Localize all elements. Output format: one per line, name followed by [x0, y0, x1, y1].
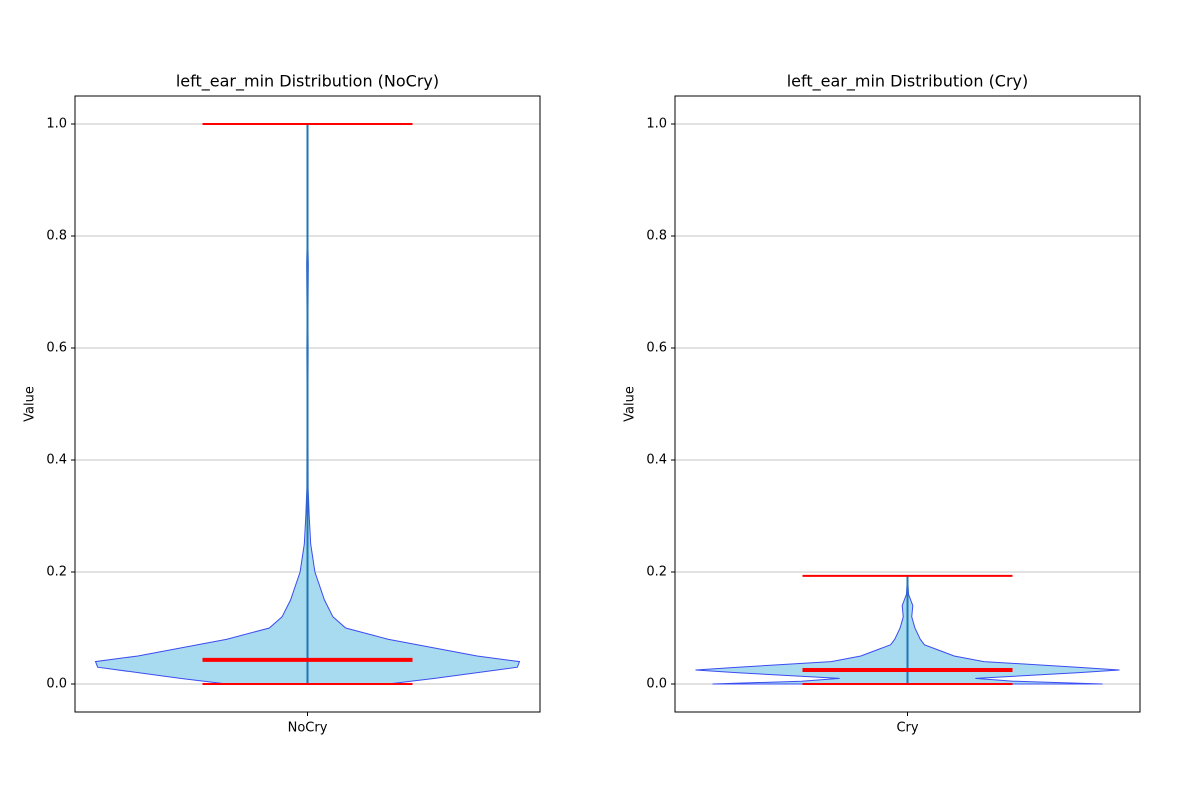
violin-body [94, 123, 308, 685]
x-tick-label: NoCry [288, 721, 328, 736]
y-tick-label: 0.0 [646, 677, 667, 692]
y-tick-label: 0.2 [46, 565, 67, 580]
y-axis-label: Value [623, 386, 638, 422]
y-tick-label: 0.4 [646, 453, 667, 468]
y-tick-label: 0.6 [46, 341, 67, 356]
y-tick-label: 1.0 [646, 117, 667, 132]
chart-title: left_ear_min Distribution (NoCry) [176, 72, 439, 92]
violin-body [907, 575, 1120, 685]
y-tick-label: 0.0 [46, 677, 67, 692]
y-tick-label: 0.8 [646, 229, 667, 244]
y-tick-label: 0.6 [646, 341, 667, 356]
x-tick-label: Cry [896, 721, 918, 736]
violin-body [695, 575, 908, 685]
violin-body [307, 123, 521, 685]
y-tick-label: 0.2 [646, 565, 667, 580]
y-tick-label: 0.8 [46, 229, 67, 244]
y-axis-label: Value [23, 386, 38, 422]
chart-title: left_ear_min Distribution (Cry) [787, 72, 1029, 92]
y-tick-label: 0.4 [46, 453, 67, 468]
y-tick-label: 1.0 [46, 117, 67, 132]
